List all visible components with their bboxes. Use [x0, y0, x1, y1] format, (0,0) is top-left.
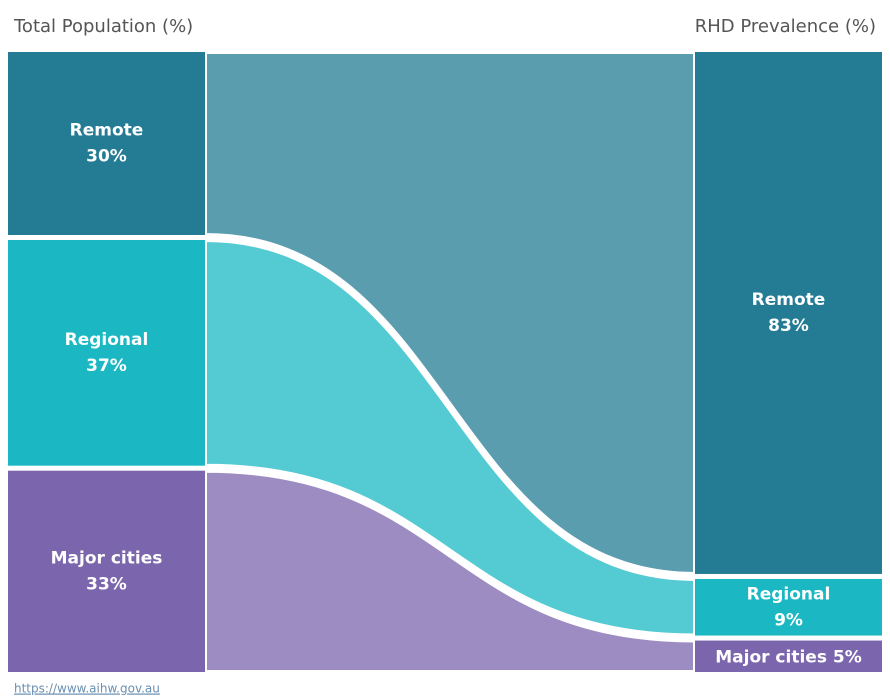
value-label: 9%	[774, 610, 803, 630]
node-bar	[8, 240, 205, 466]
flow	[203, 468, 697, 675]
node-bar	[695, 640, 882, 672]
node-label: Remote	[70, 121, 144, 141]
flow	[203, 49, 697, 576]
value-label: 83%	[768, 316, 809, 336]
node-bar	[8, 470, 205, 672]
value-label: 30%	[86, 147, 127, 167]
value-label: 33%	[86, 574, 127, 594]
right-title: RHD Prevalence (%)	[695, 16, 876, 37]
node-label-line: Major cities 5%	[715, 647, 862, 667]
value-label: 37%	[86, 356, 127, 376]
node-label: Major cities	[715, 647, 827, 667]
node-label: Remote	[752, 290, 826, 310]
value-label: 5%	[833, 647, 862, 667]
node-label: Regional	[65, 330, 149, 350]
source-link[interactable]: https://www.aihw.gov.au	[14, 682, 160, 696]
node-bar	[695, 52, 882, 574]
node-label: Major cities	[51, 548, 163, 568]
node-bar	[8, 52, 205, 235]
node-label: Regional	[747, 584, 831, 604]
flows	[203, 49, 697, 675]
flow	[203, 237, 697, 638]
node-bar	[695, 578, 882, 636]
left-title: Total Population (%)	[13, 16, 193, 37]
